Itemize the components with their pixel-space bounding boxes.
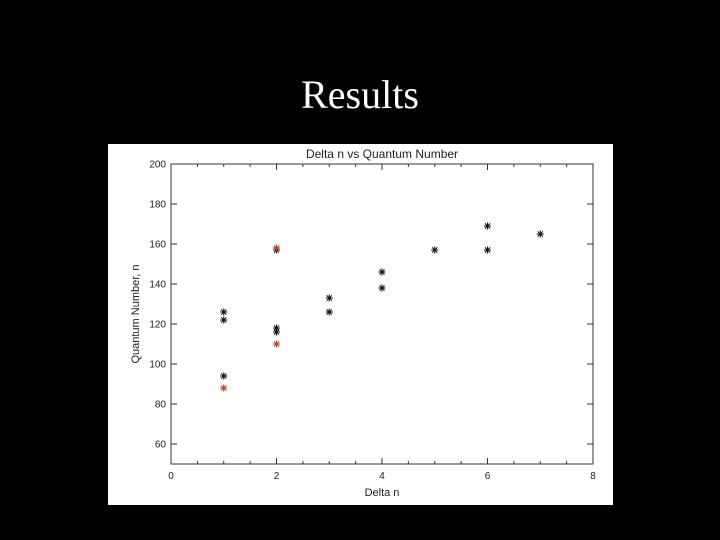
- data-point: [483, 222, 492, 230]
- data-point: [272, 328, 281, 336]
- y-tick-label: 160: [149, 240, 166, 251]
- plot-panel: 0 2 4 6 8 60 80 100 120 140 160 180 200 Delta n vs Q…: [108, 144, 613, 505]
- data-point: [220, 372, 228, 380]
- y-tick-label: 80: [155, 400, 167, 411]
- chart-title: Delta n vs Quantum Number: [306, 147, 458, 161]
- points-layer: [220, 222, 544, 392]
- scatter-chart: 0 2 4 6 8 60 80 100 120 140 160 180 200 Delta n vs Q…: [130, 147, 596, 499]
- y-axis-title: Quantum Number, n: [130, 264, 142, 363]
- data-point: [220, 316, 228, 324]
- y-tick-label: 140: [149, 280, 166, 291]
- slide-title: Results: [301, 72, 419, 117]
- data-point: [220, 308, 228, 316]
- y-tick-label: 200: [149, 160, 166, 171]
- y-tick-label: 180: [149, 200, 166, 211]
- data-point: [378, 268, 386, 276]
- plot-frame: [170, 163, 594, 465]
- data-point: [483, 246, 492, 254]
- data-point: [431, 246, 439, 254]
- y-tick-label: 100: [149, 360, 166, 371]
- ticks-layer: 0 2 4 6 8 60 80 100 120 140 160 180 200: [149, 160, 596, 483]
- x-tick-label: 0: [168, 471, 174, 482]
- x-axis-title: Delta n: [365, 487, 400, 499]
- y-tick-label: 120: [149, 320, 166, 331]
- data-point: [272, 340, 281, 348]
- y-tick-label: 60: [155, 440, 167, 451]
- x-tick-label: 4: [379, 471, 385, 482]
- data-point: [378, 284, 386, 292]
- data-point: [220, 384, 228, 392]
- x-tick-label: 8: [590, 471, 596, 482]
- data-point: [272, 244, 281, 252]
- x-tick-label: 2: [274, 471, 280, 482]
- data-point: [325, 294, 333, 302]
- data-point: [536, 230, 544, 238]
- data-point: [325, 308, 333, 316]
- x-tick-label: 6: [485, 471, 491, 482]
